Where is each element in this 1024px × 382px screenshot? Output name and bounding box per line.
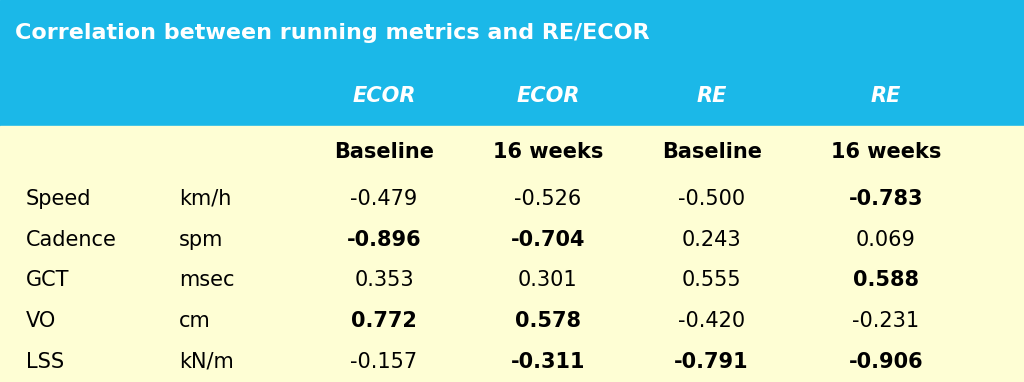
Text: 16 weeks: 16 weeks bbox=[830, 142, 941, 162]
Text: GCT: GCT bbox=[26, 270, 69, 290]
Text: -0.420: -0.420 bbox=[678, 311, 745, 331]
Bar bbox=[0, 126, 1024, 382]
Text: ECOR: ECOR bbox=[516, 86, 580, 107]
Text: 0.353: 0.353 bbox=[354, 270, 414, 290]
Text: -0.479: -0.479 bbox=[350, 189, 418, 209]
Text: -0.906: -0.906 bbox=[849, 352, 923, 372]
Text: -0.157: -0.157 bbox=[350, 352, 418, 372]
Text: km/h: km/h bbox=[179, 189, 231, 209]
Text: kN/m: kN/m bbox=[179, 352, 233, 372]
Text: Correlation between running metrics and RE/ECOR: Correlation between running metrics and … bbox=[15, 23, 650, 44]
Text: -0.311: -0.311 bbox=[511, 352, 585, 372]
Text: LSS: LSS bbox=[26, 352, 63, 372]
Text: -0.231: -0.231 bbox=[852, 311, 920, 331]
Text: Baseline: Baseline bbox=[334, 142, 434, 162]
Text: RE: RE bbox=[870, 86, 901, 107]
Text: 0.578: 0.578 bbox=[515, 311, 581, 331]
Text: msec: msec bbox=[179, 270, 234, 290]
Text: 0.588: 0.588 bbox=[853, 270, 919, 290]
Text: 0.069: 0.069 bbox=[856, 230, 915, 249]
Text: Cadence: Cadence bbox=[26, 230, 117, 249]
Text: ECOR: ECOR bbox=[352, 86, 416, 107]
Text: -0.783: -0.783 bbox=[849, 189, 923, 209]
Text: RE: RE bbox=[696, 86, 727, 107]
Text: spm: spm bbox=[179, 230, 223, 249]
Text: -0.896: -0.896 bbox=[347, 230, 421, 249]
Text: VO: VO bbox=[26, 311, 56, 331]
Text: Baseline: Baseline bbox=[662, 142, 762, 162]
Text: 0.301: 0.301 bbox=[518, 270, 578, 290]
Text: 0.555: 0.555 bbox=[682, 270, 741, 290]
Text: -0.500: -0.500 bbox=[678, 189, 745, 209]
Text: -0.704: -0.704 bbox=[511, 230, 585, 249]
Text: 16 weeks: 16 weeks bbox=[493, 142, 603, 162]
Text: cm: cm bbox=[179, 311, 211, 331]
Text: -0.526: -0.526 bbox=[514, 189, 582, 209]
Text: Speed: Speed bbox=[26, 189, 91, 209]
Text: -0.791: -0.791 bbox=[675, 352, 749, 372]
Text: 0.243: 0.243 bbox=[682, 230, 741, 249]
Text: 0.772: 0.772 bbox=[351, 311, 417, 331]
Bar bbox=[0, 0, 1024, 126]
